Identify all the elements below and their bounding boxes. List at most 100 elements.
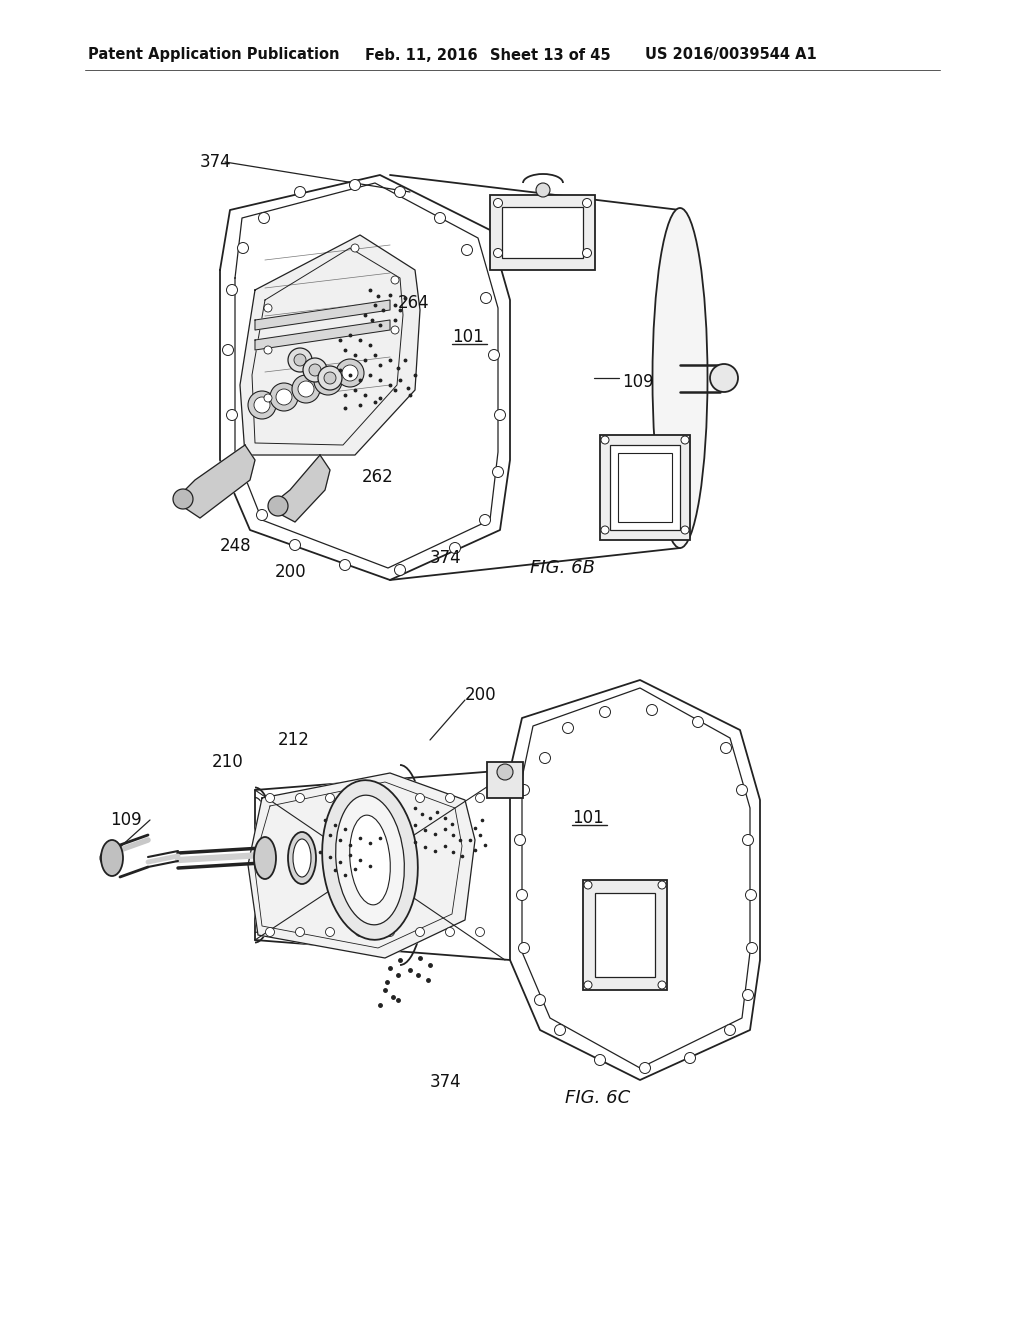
Polygon shape	[185, 445, 255, 517]
Circle shape	[601, 436, 609, 444]
Circle shape	[746, 942, 758, 953]
Circle shape	[595, 1055, 605, 1065]
Circle shape	[494, 248, 503, 257]
Text: 262: 262	[362, 469, 394, 486]
Text: 101: 101	[572, 809, 604, 828]
Circle shape	[601, 525, 609, 535]
Text: 374: 374	[430, 1073, 462, 1092]
Circle shape	[514, 834, 525, 846]
Circle shape	[416, 793, 425, 803]
Polygon shape	[280, 455, 330, 521]
Circle shape	[475, 793, 484, 803]
Circle shape	[276, 389, 292, 405]
Text: Sheet 13 of 45: Sheet 13 of 45	[490, 48, 610, 62]
Ellipse shape	[254, 837, 276, 879]
Circle shape	[349, 180, 360, 190]
Circle shape	[658, 880, 666, 888]
Circle shape	[292, 375, 319, 403]
Circle shape	[658, 981, 666, 989]
Circle shape	[584, 981, 592, 989]
Circle shape	[385, 793, 394, 803]
Polygon shape	[248, 774, 475, 958]
Ellipse shape	[349, 816, 390, 906]
Circle shape	[518, 942, 529, 953]
Circle shape	[355, 928, 365, 936]
Circle shape	[100, 850, 116, 866]
Circle shape	[736, 784, 748, 796]
Circle shape	[394, 186, 406, 198]
Bar	[583, 880, 667, 990]
Circle shape	[479, 515, 490, 525]
Text: 210: 210	[212, 752, 244, 771]
Circle shape	[340, 560, 350, 570]
Circle shape	[296, 793, 304, 803]
Ellipse shape	[323, 780, 418, 940]
Circle shape	[583, 248, 592, 257]
Circle shape	[290, 540, 300, 550]
Circle shape	[256, 510, 267, 520]
Circle shape	[295, 186, 305, 198]
Bar	[487, 762, 523, 799]
Circle shape	[742, 990, 754, 1001]
Circle shape	[480, 293, 492, 304]
Circle shape	[264, 393, 272, 403]
Circle shape	[394, 565, 406, 576]
Bar	[490, 195, 595, 271]
Circle shape	[416, 928, 425, 936]
Ellipse shape	[652, 209, 708, 548]
Bar	[618, 453, 672, 521]
Text: 374: 374	[200, 153, 231, 172]
Text: 248: 248	[220, 537, 252, 554]
Circle shape	[173, 488, 193, 510]
Text: US 2016/0039544 A1: US 2016/0039544 A1	[645, 48, 817, 62]
Text: 212: 212	[278, 731, 310, 748]
Circle shape	[535, 994, 546, 1006]
Circle shape	[391, 326, 399, 334]
Circle shape	[270, 383, 298, 411]
Circle shape	[497, 764, 513, 780]
Circle shape	[681, 525, 689, 535]
Ellipse shape	[288, 832, 316, 884]
Circle shape	[584, 880, 592, 888]
Circle shape	[314, 367, 342, 395]
Circle shape	[385, 928, 394, 936]
Circle shape	[264, 346, 272, 354]
Text: 264: 264	[398, 294, 430, 312]
Circle shape	[518, 784, 529, 796]
Circle shape	[326, 928, 335, 936]
Circle shape	[540, 752, 551, 763]
Ellipse shape	[101, 840, 123, 876]
Circle shape	[692, 717, 703, 727]
Circle shape	[434, 213, 445, 223]
Circle shape	[391, 276, 399, 284]
Circle shape	[319, 374, 336, 389]
Circle shape	[493, 466, 504, 478]
Circle shape	[324, 372, 336, 384]
Circle shape	[258, 213, 269, 223]
Circle shape	[248, 391, 276, 418]
Circle shape	[725, 1024, 735, 1035]
Ellipse shape	[336, 795, 404, 925]
Circle shape	[495, 409, 506, 421]
Text: 374: 374	[430, 549, 462, 568]
Circle shape	[646, 705, 657, 715]
Circle shape	[318, 366, 342, 389]
Circle shape	[450, 543, 461, 553]
Polygon shape	[255, 319, 390, 350]
Bar	[610, 445, 680, 531]
Circle shape	[288, 348, 312, 372]
Text: 200: 200	[275, 564, 306, 581]
Circle shape	[296, 928, 304, 936]
Circle shape	[226, 409, 238, 421]
Text: Patent Application Publication: Patent Application Publication	[88, 48, 340, 62]
Circle shape	[303, 358, 327, 381]
Ellipse shape	[293, 840, 311, 876]
Circle shape	[238, 243, 249, 253]
Circle shape	[475, 928, 484, 936]
Circle shape	[336, 359, 364, 387]
Circle shape	[516, 890, 527, 900]
Circle shape	[265, 793, 274, 803]
Bar	[502, 207, 583, 257]
Circle shape	[264, 304, 272, 312]
Circle shape	[555, 1024, 565, 1035]
